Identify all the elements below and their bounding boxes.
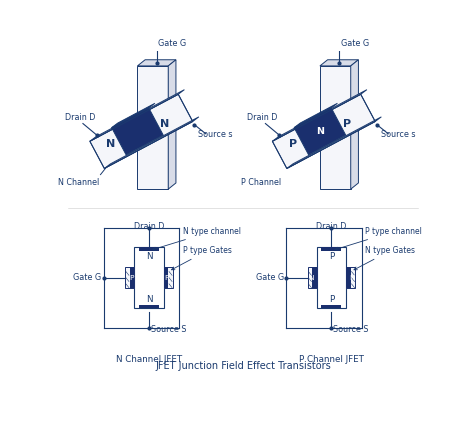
Bar <box>134 247 164 309</box>
Text: Drain D: Drain D <box>316 222 346 231</box>
Text: N: N <box>308 275 314 282</box>
Text: Source s: Source s <box>381 130 415 139</box>
Polygon shape <box>112 108 163 155</box>
Text: P: P <box>129 275 133 282</box>
Polygon shape <box>90 94 193 168</box>
Bar <box>317 247 346 309</box>
Text: P: P <box>329 295 334 304</box>
Polygon shape <box>137 66 168 189</box>
Bar <box>164 267 168 288</box>
Text: N: N <box>160 119 169 128</box>
Text: Gate G: Gate G <box>73 273 101 282</box>
Text: Gate G: Gate G <box>158 39 186 48</box>
Polygon shape <box>320 66 351 189</box>
Text: Source s: Source s <box>198 130 233 139</box>
Bar <box>139 305 159 309</box>
Text: P: P <box>289 139 297 149</box>
Polygon shape <box>287 117 382 168</box>
Text: P: P <box>329 252 334 261</box>
Polygon shape <box>90 90 184 141</box>
Text: N Channel JFET: N Channel JFET <box>116 354 182 364</box>
Bar <box>130 267 134 288</box>
Text: Gate G: Gate G <box>255 273 284 282</box>
Text: JFET Junction Field Effect Transistors: JFET Junction Field Effect Transistors <box>155 361 331 371</box>
Text: P: P <box>164 275 169 282</box>
Polygon shape <box>294 108 346 155</box>
Polygon shape <box>273 94 375 168</box>
Bar <box>308 267 317 288</box>
Text: P: P <box>343 119 351 128</box>
Text: N: N <box>146 252 152 261</box>
Polygon shape <box>294 103 337 128</box>
Polygon shape <box>273 90 367 141</box>
Text: Drain D: Drain D <box>64 113 95 122</box>
Text: Source S: Source S <box>151 325 186 334</box>
Text: N: N <box>349 275 355 282</box>
Text: Drain D: Drain D <box>134 222 164 231</box>
Text: N: N <box>146 295 152 304</box>
Polygon shape <box>320 60 358 66</box>
Text: P type Gates: P type Gates <box>172 246 232 270</box>
Polygon shape <box>168 60 176 189</box>
Polygon shape <box>351 60 358 189</box>
Polygon shape <box>137 60 176 66</box>
Text: N Channel: N Channel <box>58 179 99 187</box>
Bar <box>164 267 173 288</box>
Text: P Channel JFET: P Channel JFET <box>299 354 364 364</box>
Bar <box>346 267 351 288</box>
Text: Source S: Source S <box>333 325 368 334</box>
Text: P Channel: P Channel <box>241 179 282 187</box>
Text: N type channel: N type channel <box>153 227 241 250</box>
Bar <box>321 305 341 309</box>
Bar <box>125 267 134 288</box>
Text: Gate G: Gate G <box>341 39 369 48</box>
Text: N: N <box>106 139 115 149</box>
Bar <box>321 247 341 251</box>
Bar <box>139 247 159 251</box>
Polygon shape <box>104 117 199 168</box>
Text: Drain D: Drain D <box>247 113 278 122</box>
Text: N: N <box>316 127 324 136</box>
Polygon shape <box>112 103 155 128</box>
Text: N type Gates: N type Gates <box>354 246 415 270</box>
Text: P type channel: P type channel <box>335 227 422 250</box>
Bar <box>312 267 317 288</box>
Bar <box>346 267 356 288</box>
